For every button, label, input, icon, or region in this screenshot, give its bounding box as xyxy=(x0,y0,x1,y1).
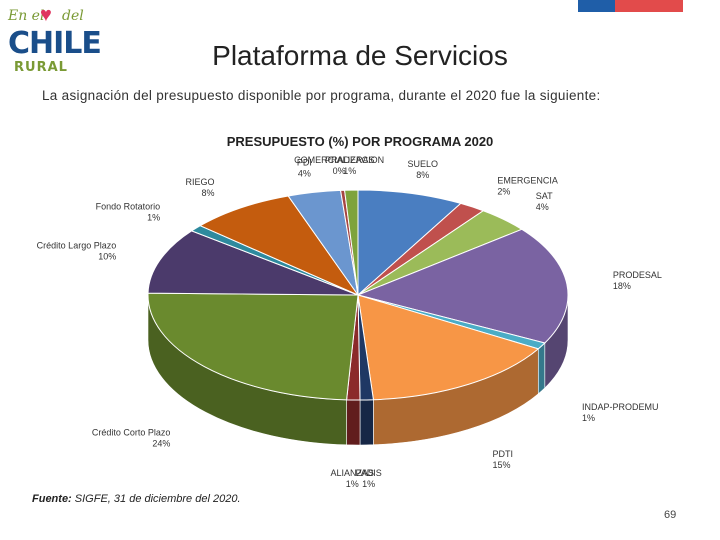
label-name-sat: SAT xyxy=(536,191,553,201)
label-value-suelo: 8% xyxy=(416,170,429,180)
source-label: Fuente: xyxy=(32,493,72,505)
label-fondo-rotatorio: Fondo Rotatorio 1% xyxy=(96,202,161,223)
label-padis: PADIS 1% xyxy=(355,468,381,489)
label-name-riego: RIEGO xyxy=(186,177,215,187)
top-red-bar xyxy=(615,0,683,12)
label-value-prodesal: 18% xyxy=(613,281,631,291)
intro-paragraph: La asignación del presupuesto disponible… xyxy=(42,88,601,103)
logo-rural: RURAL xyxy=(14,60,68,75)
label-name-fondo-rotatorio: Fondo Rotatorio xyxy=(96,202,161,212)
pie-slice-sides xyxy=(147,294,569,446)
pie-slice-prodesal xyxy=(356,228,569,344)
label-value-riego: 8% xyxy=(202,188,215,198)
label-prodesal: PRODESAL 18% xyxy=(613,270,662,291)
pie-slice-pdti xyxy=(357,294,540,401)
pie-side-padis xyxy=(359,399,374,446)
pie-slice-credito-corto-plazo xyxy=(147,292,359,401)
label-value-credito-corto-plazo: 24% xyxy=(152,438,170,448)
top-blue-bar xyxy=(578,0,615,12)
heart-icon: ♥ xyxy=(40,4,52,26)
page-number: 69 xyxy=(664,509,677,521)
label-value-alianzas: 1% xyxy=(346,479,359,489)
label-value-sat: 4% xyxy=(536,202,549,212)
label-name-prodesal: PRODESAL xyxy=(613,270,662,280)
label-value-padis: 1% xyxy=(362,479,375,489)
label-credito-largo-plazo: Crédito Largo Plazo 10% xyxy=(37,241,117,262)
label-value-indap-prodemu: 1% xyxy=(582,413,595,423)
label-name-pdi: PDI xyxy=(297,158,312,168)
source-text: SIGFE, 31 de diciembre del 2020. xyxy=(71,493,241,505)
label-sat: SAT 4% xyxy=(536,191,553,212)
label-credito-corto-plazo: Crédito Corto Plazo 24% xyxy=(92,427,171,448)
label-value-comercializacion: 0% xyxy=(333,166,346,176)
chile-rural-logo: En el ♥ del CHILE RURAL xyxy=(6,4,102,80)
label-name-credito-largo-plazo: Crédito Largo Plazo xyxy=(37,241,117,251)
label-value-credito-largo-plazo: 10% xyxy=(98,252,116,262)
logo-chile: CHILE xyxy=(8,26,102,61)
label-name-emergencia: EMERGENCIA xyxy=(497,176,558,186)
label-value-praderas: 1% xyxy=(343,166,356,176)
label-pdi: PDI 4% xyxy=(297,158,312,179)
pie-slice-suelo xyxy=(357,189,462,297)
label-name-alianzas: ALIANZAS xyxy=(331,468,375,478)
label-name-indap-prodemu: INDAP-PRODEMU xyxy=(582,402,659,412)
page-title: Plataforma de Servicios xyxy=(212,40,508,71)
pie-slice-credito-largo-plazo xyxy=(147,230,359,296)
label-value-fondo-rotatorio: 1% xyxy=(147,213,160,223)
label-comercializacion: COMERCIALIZACION 0% xyxy=(294,155,384,176)
label-value-pdti: 15% xyxy=(493,460,511,470)
chart-title: PRESUPUESTO (%) POR PROGRAMA 2020 xyxy=(227,134,494,149)
label-name-padis: PADIS xyxy=(355,468,381,478)
label-name-comercializacion: COMERCIALIZACION xyxy=(294,155,384,165)
label-alianzas: ALIANZAS 1% xyxy=(331,468,375,489)
pie-slice-praderas xyxy=(344,189,359,296)
label-emergencia: EMERGENCIA 2% xyxy=(497,176,558,197)
label-praderas: PRADERAS 1% xyxy=(325,155,375,176)
pie-side-alianzas xyxy=(346,399,361,446)
pie-slice-tops xyxy=(147,189,569,401)
pie-side-indap-prodemu xyxy=(537,342,546,395)
label-name-suelo: SUELO xyxy=(408,159,439,169)
label-name-pdti: PDTI xyxy=(493,449,514,459)
label-name-credito-corto-plazo: Crédito Corto Plazo xyxy=(92,427,171,437)
source-note: Fuente: SIGFE, 31 de diciembre del 2020. xyxy=(32,493,241,505)
label-pdti: PDTI 15% xyxy=(493,449,514,470)
label-value-emergencia: 2% xyxy=(497,187,510,197)
label-suelo: SUELO 8% xyxy=(408,159,439,180)
pie-slice-labels: SUELO 8%EMERGENCIA 2% SAT 4%PRODESAL 18%INDAP… xyxy=(37,155,662,489)
label-indap-prodemu: INDAP-PRODEMU 1% xyxy=(582,402,659,423)
label-riego: RIEGO 8% xyxy=(186,177,215,198)
label-value-pdi: 4% xyxy=(298,169,311,179)
logo-del: del xyxy=(62,8,84,24)
logo-en-el: En el xyxy=(8,8,45,24)
pie-slice-riego xyxy=(199,195,360,297)
label-name-praderas: PRADERAS xyxy=(325,155,375,165)
